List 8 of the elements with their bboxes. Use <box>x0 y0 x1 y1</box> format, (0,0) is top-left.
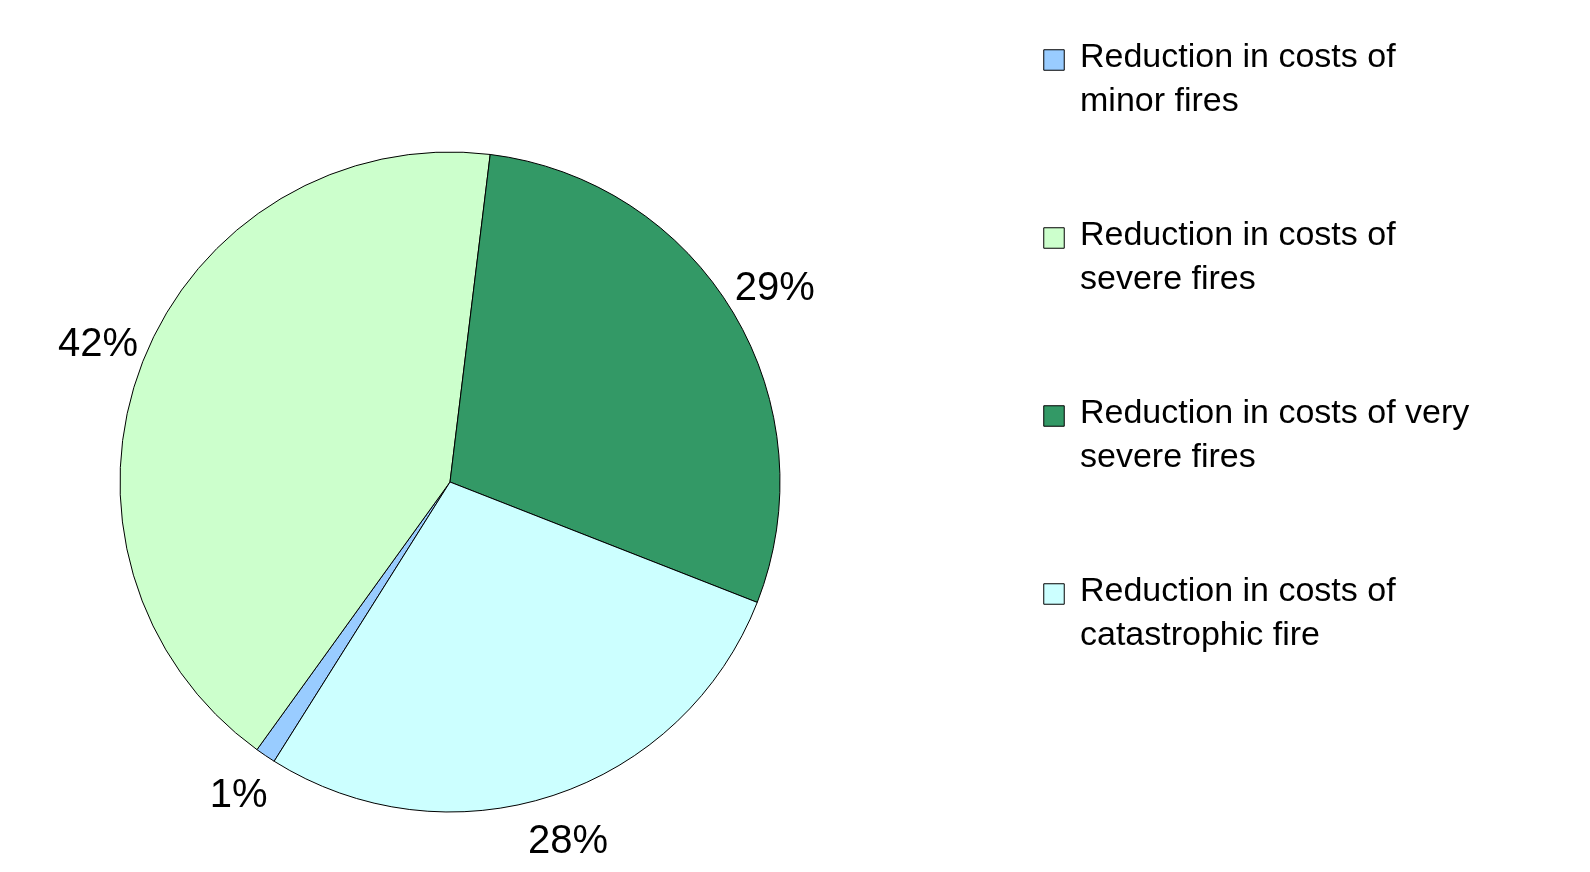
data-label: 29% <box>734 264 815 309</box>
legend-label: Reduction in costs of severe fires <box>1080 214 1397 296</box>
legend-label: Reduction in costs of catastrophic fire <box>1080 570 1397 652</box>
legend-label: Reduction in costs of minor fires <box>1080 36 1397 118</box>
legend-label: Reduction in costs of very severe fires <box>1080 392 1470 474</box>
data-label: 28% <box>528 817 609 862</box>
data-label: 1% <box>209 771 268 816</box>
data-label: 42% <box>58 320 139 365</box>
